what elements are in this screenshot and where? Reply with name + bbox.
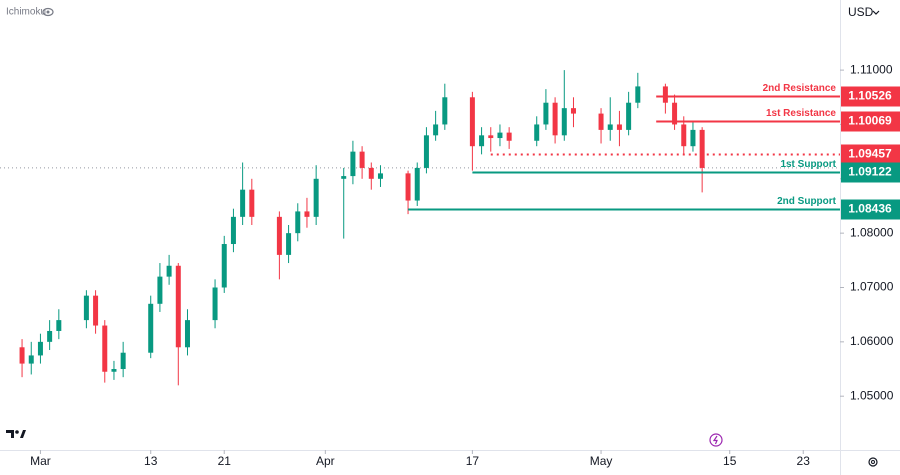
y-tick-label: 1.06000 <box>850 334 894 348</box>
candle-body <box>249 189 255 217</box>
candle-body <box>212 287 218 321</box>
price-tag-label: 1.08436 <box>848 202 892 216</box>
currency[interactable]: USD <box>848 5 874 19</box>
y-tick-label: 1.11000 <box>850 62 893 76</box>
price-tag-label: 1.09457 <box>848 147 892 161</box>
candle-body <box>598 113 604 130</box>
candle-body <box>506 132 512 141</box>
candle-body <box>479 135 485 147</box>
candle-body <box>359 151 365 168</box>
candle-body <box>111 369 117 372</box>
price-tag-label: 1.09122 <box>848 165 892 179</box>
settings-icon[interactable] <box>868 457 878 467</box>
candle-body <box>405 173 411 201</box>
candle-body <box>377 173 383 179</box>
candle-body <box>423 135 429 168</box>
candle-body <box>148 303 154 353</box>
candle-body <box>534 124 540 141</box>
price-tag <box>841 162 900 183</box>
price-tag-label: 1.10069 <box>848 114 892 128</box>
candle-body <box>157 276 163 304</box>
candle-body <box>313 178 319 217</box>
level-label: 2nd Resistance <box>763 83 837 94</box>
level-label: 1st Resistance <box>766 108 836 119</box>
x-tick-label: 15 <box>723 454 737 468</box>
candle-body <box>341 176 347 179</box>
candle-body <box>240 189 246 217</box>
candle-body <box>93 295 99 326</box>
candle-body <box>120 352 126 370</box>
candle-body <box>19 347 25 364</box>
candle-body <box>37 341 43 356</box>
x-tick-label: May <box>590 454 613 468</box>
candle-body <box>607 124 613 130</box>
level-label: 1st Support <box>780 159 836 170</box>
level-label: 2nd Support <box>777 196 837 207</box>
candle-body <box>469 97 475 147</box>
candle-body <box>672 102 678 125</box>
candle-body <box>662 86 668 103</box>
price-tag <box>841 199 900 220</box>
x-tick-label: 21 <box>218 454 232 468</box>
candle-body <box>47 330 53 342</box>
y-tick-label: 1.08000 <box>850 225 894 239</box>
candle-body <box>175 265 181 348</box>
price-tag <box>841 144 900 165</box>
candle-body <box>221 244 227 288</box>
candle-body <box>276 216 282 255</box>
candle-body <box>414 167 420 201</box>
x-tick-label: Apr <box>316 454 335 468</box>
indicator-name[interactable]: Ichimoku <box>6 7 46 18</box>
logo[interactable] <box>6 430 26 438</box>
currency-dropdown[interactable] <box>872 10 880 15</box>
candle-body <box>570 108 576 114</box>
alert-icon[interactable] <box>709 433 723 447</box>
candle-body <box>166 265 172 277</box>
eye-icon[interactable] <box>42 7 54 17</box>
candle-body <box>488 135 494 139</box>
x-tick-label: 17 <box>466 454 480 468</box>
candle-body <box>552 102 558 136</box>
candle-body <box>230 216 236 245</box>
price-tag <box>841 111 900 132</box>
candle-body <box>28 355 34 364</box>
candle-body <box>368 167 374 179</box>
candle-body <box>561 108 567 136</box>
candle-body <box>286 233 292 255</box>
y-tick-label: 1.05000 <box>850 388 894 402</box>
candle-body <box>616 124 622 130</box>
candle-body <box>56 320 62 331</box>
candle-body <box>102 325 108 372</box>
x-tick-label: 13 <box>144 454 158 468</box>
price-tag <box>841 86 900 107</box>
candle-body <box>626 102 632 130</box>
candle-body <box>295 211 301 234</box>
y-tick-label: 1.07000 <box>850 280 894 294</box>
candle-body <box>690 129 696 147</box>
candle-body <box>83 295 89 321</box>
candle-body <box>497 132 503 139</box>
candle-body <box>543 102 549 125</box>
candle-body <box>681 124 687 147</box>
x-tick-label: 23 <box>797 454 811 468</box>
candle-body <box>442 97 448 125</box>
x-tick-label: Mar <box>30 454 51 468</box>
candle-body <box>699 129 705 168</box>
candle-body <box>433 124 439 136</box>
candle-body <box>350 151 356 177</box>
candle-body <box>635 86 641 103</box>
candle-body <box>184 320 190 348</box>
price-tag-label: 1.10526 <box>848 89 892 103</box>
candle-body <box>304 211 310 217</box>
